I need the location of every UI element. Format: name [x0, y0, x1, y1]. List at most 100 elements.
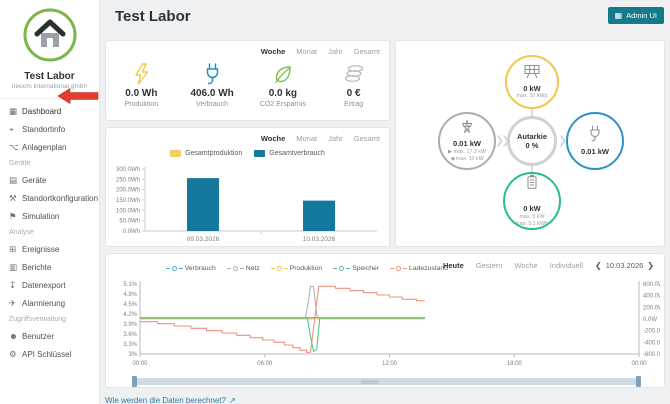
tools-icon: ⚒ [9, 192, 17, 203]
tab-gesamt[interactable]: Gesamt [353, 134, 380, 143]
grid-circle[interactable]: 0.01 kW ▶ max. 17.3 kW ◀ max. 10 kW [438, 112, 496, 170]
pv-circle[interactable]: 0 kW max. 10 kWp [505, 55, 559, 109]
tab-woche[interactable]: Woche [260, 134, 286, 143]
energy-flow-card: ❯❯ ❯❯ 0 kW max. 10 kWp 0.01 kW ▶ max. 17… [395, 40, 665, 247]
data-calculation-link[interactable]: Wie werden die Daten berechnet? ↗ [105, 396, 236, 404]
sidebar-item-alarmierung[interactable]: ✈ Alarmierung [0, 294, 99, 312]
next-date-button[interactable]: ❯ [647, 261, 654, 270]
tab-woche[interactable]: Woche [260, 47, 286, 56]
svg-text:12:00: 12:00 [382, 361, 398, 367]
legend-marker-circle [171, 266, 177, 271]
legend-marker-circle [339, 266, 345, 271]
sidebar-item-label: Alarmierung [22, 298, 66, 308]
svg-text:5.1%: 5.1% [123, 282, 137, 288]
legend-item-gesamtverbrauch: Gesamtverbrauch [254, 150, 325, 157]
legend-item-gesamtproduktion: Gesamtproduktion [170, 150, 242, 157]
sidebar-item-label: Benutzer [22, 331, 55, 341]
external-arrow-icon: ↗ [228, 396, 236, 404]
tab-jahr[interactable]: Jahr [328, 47, 343, 56]
pv-power-value: 0 kW [523, 83, 541, 93]
svg-text:3.3%: 3.3% [123, 342, 137, 348]
prev-date-button[interactable]: ❮ [595, 261, 602, 270]
legend-marker [390, 268, 395, 269]
sidebar-item-benutzer[interactable]: ☻ Benutzer [0, 327, 99, 345]
svg-text:-400.0W: -400.0W [643, 340, 660, 346]
admin-ui-button[interactable]: ▦ Admin UI [607, 7, 664, 24]
report-icon: ▥ [9, 261, 18, 272]
svg-text:4.5%: 4.5% [123, 302, 137, 308]
range-tab-gestern[interactable]: Gestern [475, 261, 503, 270]
dashboard-icon: ▦ [9, 105, 18, 116]
svg-text:00:00: 00:00 [631, 361, 647, 367]
legend-marker-circle [396, 266, 402, 271]
org-subtitle: neoom international gmbh [11, 83, 88, 90]
tab-monat[interactable]: Monat [296, 47, 318, 56]
sitemap-icon: ⌥ [9, 141, 19, 152]
tab-jahr[interactable]: Jahr [328, 134, 343, 143]
tab-monat[interactable]: Monat [296, 134, 318, 143]
svg-text:3%: 3% [128, 352, 137, 358]
stat-verbrauch: 406.0 Wh Verbrauch [177, 61, 248, 108]
line-chart-card: Heute Gestern Woche Individuell ❮ 10.03.202… [105, 253, 665, 388]
sidebar-item-geräte[interactable]: ▤ Geräte [0, 171, 99, 189]
legend-marker [178, 268, 183, 269]
svg-text:0.0Wh: 0.0Wh [123, 229, 140, 235]
legend-item-ladezustand[interactable]: Ladezustand [390, 265, 448, 272]
page-title: Test Labor [115, 8, 191, 25]
legend-item-speicher[interactable]: Speicher [333, 265, 379, 272]
sidebar-item-berichte[interactable]: ▥ Berichte [0, 258, 99, 276]
sidebar-section-zugriffsverwaltung: Zugriffsverwaltung [9, 316, 67, 323]
sidebar-item-label: Simulation [22, 211, 60, 221]
sidebar-item-standortinfo[interactable]: ⌖ Standortinfo [0, 120, 99, 138]
battery-soc-badge: 4.4 % [525, 196, 539, 203]
footer-link-label: Wie werden die Daten berechnet? [105, 396, 226, 404]
date-label: 10.03.2026 [605, 261, 644, 270]
sidebar-item-dashboard[interactable]: ▦ Dashboard [0, 102, 99, 120]
range-tab-woche[interactable]: Woche [514, 261, 538, 270]
tab-gesamt[interactable]: Gesamt [353, 47, 380, 56]
stat-label: Produktion [124, 101, 159, 108]
sidebar-item-label: Berichte [22, 262, 52, 272]
legend-item-produktion[interactable]: Produktion [270, 265, 323, 272]
scrollbar-left-handle[interactable] [132, 376, 137, 387]
sidebar-item-standortkonfiguration[interactable]: ⚒ Standortkonfiguration [0, 189, 99, 207]
sidebar-item-ereignisse[interactable]: ⊞ Ereignisse [0, 240, 99, 258]
sidebar-item-datenexport[interactable]: ↧ Datenexport [0, 276, 99, 294]
legend-item-netz[interactable]: Netz [226, 265, 260, 272]
svg-text:4.8%: 4.8% [123, 292, 137, 298]
stat-value: 0 € [346, 88, 361, 99]
sidebar-item-anlagenplan[interactable]: ⌥ Anlagenplan [0, 138, 99, 156]
download-icon: ↧ [9, 279, 17, 290]
svg-text:18:00: 18:00 [507, 361, 523, 367]
legend-item-verbrauch[interactable]: Verbrauch [165, 265, 216, 272]
user-icon: ☻ [9, 331, 18, 341]
flag-icon: ⚑ [9, 210, 17, 221]
scrollbar-right-handle[interactable] [636, 376, 641, 387]
chart-scrollbar[interactable] [132, 376, 641, 387]
range-tab-heute[interactable]: Heute [442, 261, 464, 270]
grid-power-value: 0.01 kW [453, 139, 481, 149]
sidebar-item-label: Geräte [22, 175, 47, 185]
scrollbar-grip[interactable] [361, 379, 380, 384]
range-tab-individuell[interactable]: Individuell [549, 261, 584, 270]
key-icon: ⚙ [9, 348, 17, 359]
bar-chart-card: Woche Monat Jahr Gesamt Gesamtproduktion Ges… [105, 127, 390, 247]
stats-tabs: Woche Monat Jahr Gesamt [261, 47, 380, 56]
consumption-circle[interactable]: 0.01 kW [566, 112, 624, 170]
pv-max-label: max. 10 kWp [516, 93, 548, 100]
sidebar-item-simulation[interactable]: ⚑ Simulation [0, 207, 99, 225]
sidebar-item-label: Datenexport [22, 280, 66, 290]
devices-icon: ▤ [9, 174, 18, 185]
stat-produktion: 0.0 Wh Produktion [106, 61, 177, 108]
autarky-circle[interactable]: Autarkie 0 % [507, 116, 557, 166]
svg-text:-200.0W: -200.0W [643, 329, 660, 335]
coins-icon [318, 61, 389, 85]
battery-circle[interactable]: 4.4 % 0 kW max. 5 kW Kap. 5.1 kWh [503, 172, 561, 230]
sidebar-item-label: Ereignisse [22, 244, 60, 254]
org-name: Test Labor [24, 71, 75, 82]
sidebar-item-api-schlüssel[interactable]: ⚙ API Schlüssel [0, 345, 99, 363]
legend-label: Produktion [289, 265, 323, 272]
grid-feedin-arrow-icon: ▶ [448, 148, 454, 155]
grid-purchase-label: max. 10 kW [455, 155, 484, 162]
legend-marker [346, 268, 351, 269]
